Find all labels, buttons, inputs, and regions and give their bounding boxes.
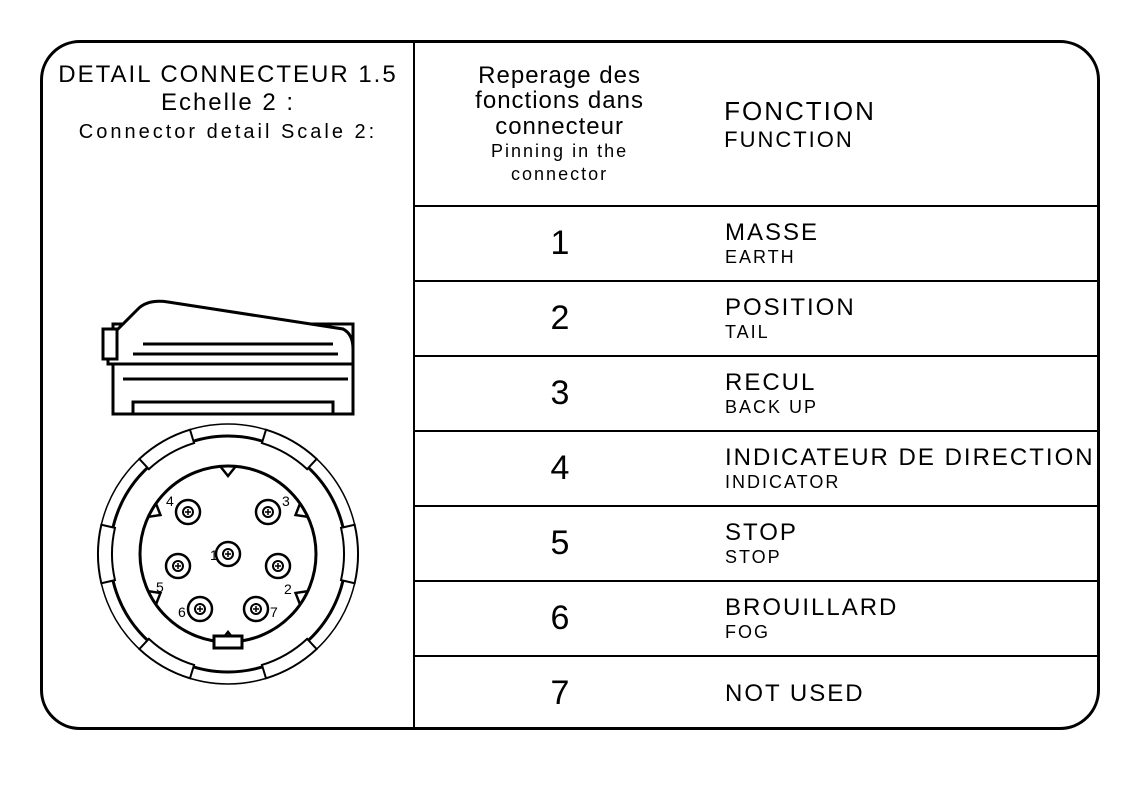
header-col1-en1: Pinning in the (415, 141, 704, 162)
svg-text:2: 2 (284, 581, 292, 597)
pin-function: RECULBACK UP (705, 369, 1100, 418)
table-row: 5STOPSTOP (415, 505, 1100, 580)
table-row: 6BROUILLARDFOG (415, 580, 1100, 655)
table-header-row: Reperage des fonctions dans connecteur P… (415, 43, 1100, 205)
connector-housing-icon (103, 301, 353, 414)
pin-number: 6 (415, 599, 705, 638)
function-label-fr: POSITION (725, 294, 1100, 322)
header-col2-fr: FONCTION (724, 96, 1100, 127)
connector-detail-panel: DETAIL CONNECTEUR 1.5 Echelle 2 : Connec… (40, 40, 1100, 730)
svg-text:5: 5 (156, 579, 164, 595)
function-label-fr: BROUILLARD (725, 594, 1100, 622)
function-label-en: TAIL (725, 322, 1100, 343)
function-label-en: INDICATOR (725, 472, 1100, 493)
pin-function: MASSEEARTH (705, 219, 1100, 268)
right-column: Reperage des fonctions dans connecteur P… (413, 43, 1100, 727)
header-col2-en: FUNCTION (724, 127, 1100, 153)
pin-number: 7 (415, 674, 705, 713)
left-title-line1: DETAIL CONNECTEUR 1.5 (43, 61, 413, 89)
header-col1-fr2: fonctions dans (415, 88, 704, 113)
connector-diagrams: 1 2 3 4 56 7 (43, 144, 413, 704)
left-column: DETAIL CONNECTEUR 1.5 Echelle 2 : Connec… (43, 43, 413, 727)
function-label-en: EARTH (725, 247, 1100, 268)
connector-svg: 1 2 3 4 56 7 (43, 144, 413, 704)
svg-text:3: 3 (282, 493, 290, 509)
pin-function: INDICATEUR DE DIRECTIONINDICATOR (705, 444, 1100, 493)
header-col-function: FONCTION FUNCTION (704, 43, 1100, 205)
function-rows: 1MASSEEARTH2POSITIONTAIL3RECULBACK UP4IN… (415, 205, 1100, 730)
svg-text:6: 6 (178, 604, 186, 620)
pin-function: NOT USED (705, 680, 1100, 708)
header-col1-fr3: connecteur (415, 114, 704, 139)
table-row: 7 NOT USED (415, 655, 1100, 730)
header-col1-en2: connector (415, 164, 704, 185)
function-label-fr: STOP (725, 519, 1100, 547)
pin-number: 4 (415, 449, 705, 488)
function-label-en: STOP (725, 547, 1100, 568)
pin-function: BROUILLARDFOG (705, 594, 1100, 643)
pin-function: POSITIONTAIL (705, 294, 1100, 343)
pin-number: 5 (415, 524, 705, 563)
left-title-line3: Connector detail Scale 2: (43, 121, 413, 144)
header-col1-fr1: Reperage des (415, 63, 704, 88)
table-row: 2POSITIONTAIL (415, 280, 1100, 355)
svg-text:1: 1 (210, 547, 218, 563)
table-row: 4INDICATEUR DE DIRECTIONINDICATOR (415, 430, 1100, 505)
pin-number: 2 (415, 299, 705, 338)
function-label-fr: MASSE (725, 219, 1100, 247)
left-title-block: DETAIL CONNECTEUR 1.5 Echelle 2 : Connec… (43, 43, 413, 144)
function-label-fr: RECUL (725, 369, 1100, 397)
left-title-line2: Echelle 2 : (43, 89, 413, 117)
pin-function: STOPSTOP (705, 519, 1100, 568)
function-label-en: BACK UP (725, 397, 1100, 418)
function-label-fr: INDICATEUR DE DIRECTION (725, 444, 1100, 472)
pin-number: 3 (415, 374, 705, 413)
pin-number: 1 (415, 224, 705, 263)
table-row: 1MASSEEARTH (415, 205, 1100, 280)
connector-face-icon: 1 2 3 4 56 7 (98, 424, 358, 684)
function-label-fr: NOT USED (725, 680, 1100, 708)
header-col-pinning: Reperage des fonctions dans connecteur P… (415, 43, 704, 205)
table-row: 3RECULBACK UP (415, 355, 1100, 430)
function-label-en: FOG (725, 622, 1100, 643)
svg-text:7: 7 (270, 604, 278, 620)
svg-text:4: 4 (166, 493, 174, 509)
